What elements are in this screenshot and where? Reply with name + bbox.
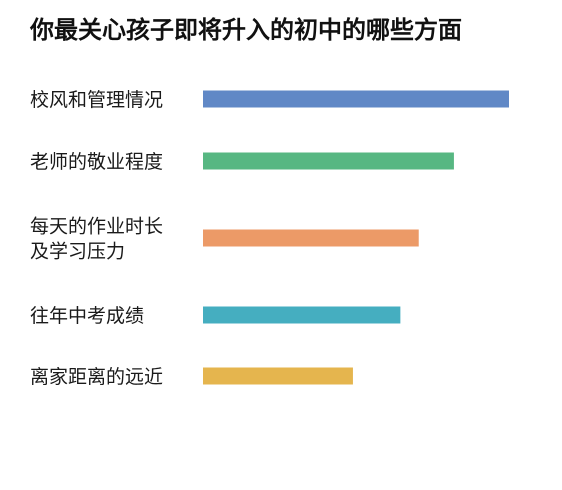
category-label-line: 老师的敬业程度 [30,151,163,173]
bar [203,306,401,324]
category-label: 每天的作业时长及学习压力 [30,216,163,263]
bar [203,152,454,170]
chart-title: 你最关心孩子即将升入的初中的哪些方面 [30,16,462,44]
bar [203,90,509,108]
category-label-line: 及学习压力 [30,241,125,263]
bar [203,229,419,247]
category-label-line: 校风和管理情况 [30,89,163,111]
category-label: 往年中考成绩 [30,305,144,327]
category-label: 校风和管理情况 [30,89,163,111]
bar [203,367,353,385]
category-label: 离家距离的远近 [30,366,163,388]
category-label-line: 往年中考成绩 [30,305,144,327]
category-label-line: 每天的作业时长 [30,216,163,238]
category-label: 老师的敬业程度 [30,151,163,173]
bars [203,90,509,385]
category-label-line: 离家距离的远近 [30,366,163,388]
